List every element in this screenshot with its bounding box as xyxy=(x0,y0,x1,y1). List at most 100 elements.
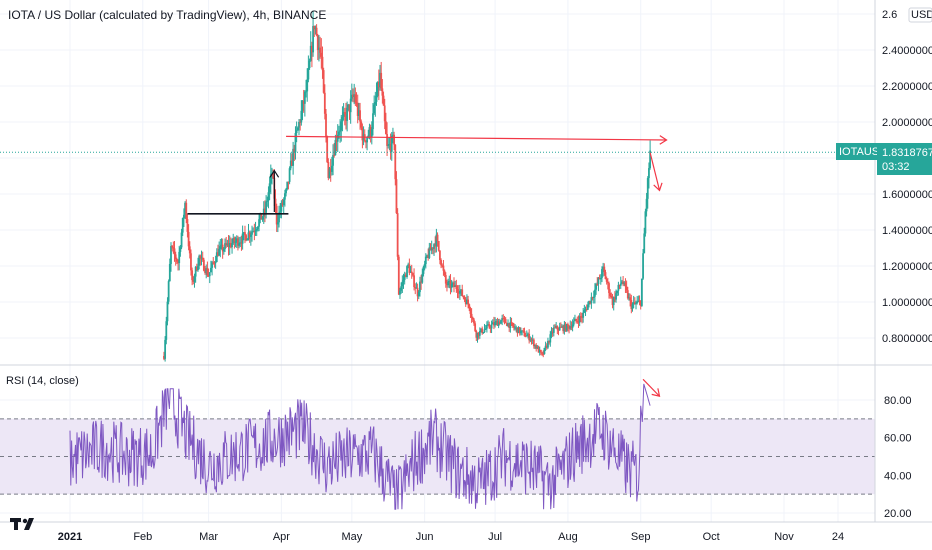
candle-body xyxy=(366,137,369,143)
candle-body xyxy=(228,242,231,248)
candle-body xyxy=(611,296,614,306)
candle-body xyxy=(613,297,616,300)
price-tag-symbol: IOTAUSD xyxy=(839,146,887,158)
candle-body xyxy=(429,247,432,251)
rsi-tick-label: 40.00 xyxy=(884,470,912,482)
time-tick-label: Feb xyxy=(133,531,152,543)
candle-body xyxy=(193,276,196,282)
candle-body xyxy=(396,213,399,257)
price-tick-label: 1.60000000 xyxy=(882,189,932,201)
rsi-axis[interactable]: 20.00 40.00 60.00 80.00 xyxy=(884,395,912,520)
time-tick-label: Sep xyxy=(631,531,651,543)
candle-body xyxy=(286,181,289,190)
price-tick-label: 2.00000000 xyxy=(882,117,932,129)
candle-body xyxy=(301,100,304,111)
candle-body xyxy=(552,327,555,333)
candle-body xyxy=(529,339,532,341)
candle-body xyxy=(640,278,643,306)
candle-body xyxy=(589,301,592,304)
candle-body xyxy=(343,112,346,115)
candle-body xyxy=(219,246,222,249)
candle-body xyxy=(569,326,572,329)
time-tick-label: Jun xyxy=(416,531,434,543)
candle-body xyxy=(255,228,258,231)
candle-body xyxy=(313,26,316,30)
time-axis[interactable]: 2021 Feb Mar Apr May Jun Jul Aug Sep Oct Nov 24 xyxy=(58,531,844,543)
candle-body xyxy=(170,246,172,264)
candle-body xyxy=(484,328,487,330)
candle-body xyxy=(434,244,437,247)
price-tag[interactable]: IOTAUSD 1.83187671 03:32 xyxy=(836,143,932,175)
candle-body xyxy=(504,319,507,324)
candle-body xyxy=(413,275,415,288)
candle-body xyxy=(231,243,233,248)
candle-body xyxy=(179,247,182,252)
candle-body xyxy=(495,321,498,323)
candle-body xyxy=(515,327,518,329)
candle-body xyxy=(308,60,311,69)
candle-body xyxy=(229,242,232,248)
candle-body xyxy=(207,275,210,277)
tradingview-logo-icon[interactable] xyxy=(10,512,38,536)
candle-body xyxy=(632,302,635,305)
candle-body xyxy=(567,324,569,327)
time-tick-label: 2021 xyxy=(58,531,82,543)
candle-body xyxy=(340,121,343,131)
candle-body xyxy=(288,168,291,182)
candle-body xyxy=(638,300,641,302)
candle-body xyxy=(606,281,609,284)
candle-body xyxy=(188,246,191,254)
price-arrow-2 xyxy=(286,135,667,141)
candle-body xyxy=(368,127,371,136)
candle-body xyxy=(547,340,549,348)
price-axis[interactable]: 0.80000000 1.00000000 1.20000000 1.40000000… xyxy=(882,7,932,345)
candle-body xyxy=(591,297,594,299)
candle-body xyxy=(388,144,391,146)
candle-body xyxy=(549,334,552,343)
candle-body xyxy=(598,278,601,280)
time-tick-label: Jul xyxy=(488,531,502,543)
candle-body xyxy=(449,280,452,288)
candle-body xyxy=(348,104,351,113)
candle-body xyxy=(387,144,390,146)
drawings-layer[interactable] xyxy=(187,135,668,398)
currency-button[interactable] xyxy=(908,7,932,23)
candle-body xyxy=(168,263,171,282)
candle-body xyxy=(633,302,636,304)
candle-body xyxy=(280,202,283,212)
rsi-tick-label: 80.00 xyxy=(884,395,912,407)
price-tag-symbol-bg xyxy=(836,143,877,160)
candle-body xyxy=(477,332,480,336)
candle-body xyxy=(426,255,428,257)
candle-body xyxy=(269,173,272,184)
candle-body xyxy=(341,116,344,122)
candle-body xyxy=(165,321,168,340)
candle-body xyxy=(394,144,397,180)
candle-body xyxy=(488,324,491,328)
candle-body xyxy=(215,252,218,262)
candle-body xyxy=(470,313,473,318)
candle-body xyxy=(590,297,593,304)
price-tick-label: 2.40000000 xyxy=(882,45,932,57)
candle-body xyxy=(314,27,317,30)
candle-body xyxy=(359,110,361,122)
candle-body xyxy=(642,253,644,279)
candle-body xyxy=(295,130,298,133)
candle-body xyxy=(543,347,546,355)
candle-body xyxy=(548,340,551,343)
candle-body xyxy=(471,317,474,320)
candle-body xyxy=(211,262,213,268)
candle-body xyxy=(539,349,542,353)
price-arrow-3-head xyxy=(653,182,663,192)
candle-body xyxy=(578,316,581,323)
candle-body xyxy=(254,230,257,232)
candle-body xyxy=(191,270,194,281)
candle-body xyxy=(570,326,573,328)
candle-body xyxy=(349,98,352,113)
price-tick-label: 1.00000000 xyxy=(882,297,932,309)
candle-body xyxy=(643,233,646,254)
candle-body xyxy=(327,162,330,179)
candle-body xyxy=(401,281,404,287)
candle-body xyxy=(415,287,418,289)
